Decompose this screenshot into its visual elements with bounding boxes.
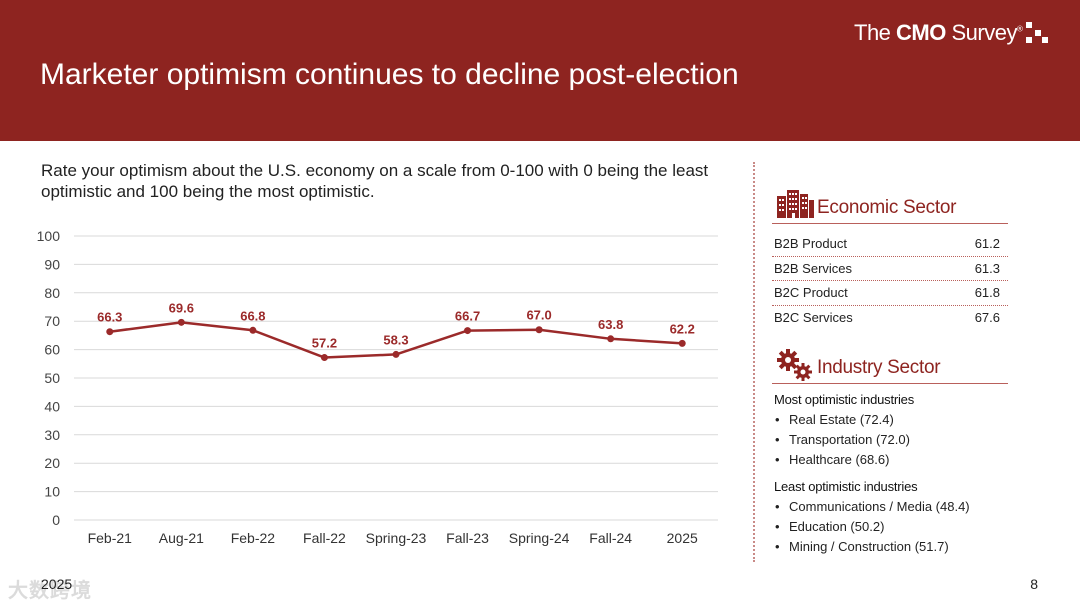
list-item: Communications / Media (48.4) [772,499,1008,519]
most-optimistic-title: Most optimistic industries [774,392,915,407]
logo-suffix: Survey [945,20,1017,45]
table-row: B2C Product 61.8 [772,281,1008,306]
sector-panel: Economic Sector B2B Product 61.2 B2B Serv… [772,184,1008,559]
data-point [392,350,400,358]
economic-sector-table: B2B Product 61.2 B2B Services 61.3 B2C Pro… [772,232,1008,330]
panel-divider [753,162,755,562]
industry-sector-header: Industry Sector [772,344,1008,384]
industry-lists: Most optimistic industries Real Estate (… [772,392,1008,559]
table-row: B2B Services 61.3 [772,257,1008,281]
sector-value: 61.8 [974,285,1000,301]
sector-label: B2C Services [774,310,853,326]
sector-value: 61.3 [974,260,1000,276]
y-tick-label: 80 [44,285,60,301]
logo-bold: CMO [896,20,946,45]
optimism-line-chart: 0 10 20 30 40 50 60 70 80 90 100 Feb-21 Aug-21 Feb-22… [37,228,718,546]
data-label: 69.6 [169,300,194,315]
y-tick-label: 100 [37,228,61,244]
sector-label: B2C Product [774,285,848,301]
y-tick-label: 20 [44,455,60,471]
gears-icon [777,349,812,381]
x-tick-label: Spring-24 [509,530,570,546]
x-tick-label: Spring-23 [366,530,427,546]
list-item: Healthcare (68.6) [772,452,1008,472]
data-point [607,335,615,343]
page-number: 8 [1030,576,1038,592]
economic-sector-heading: Economic Sector [817,197,957,218]
sector-value: 61.2 [974,236,1000,252]
x-tick-label: 2025 [667,530,698,546]
data-label: 57.2 [312,336,337,351]
x-tick-label: Fall-24 [589,530,632,546]
data-point [106,328,114,336]
logo-square-icon [1026,22,1032,28]
data-point [249,326,257,334]
y-tick-label: 30 [44,427,60,443]
list-item: Mining / Construction (51.7) [772,539,1008,559]
data-point [320,354,328,362]
data-label: 66.8 [240,308,265,323]
y-tick-label: 0 [52,512,60,528]
least-optimistic-title: Least optimistic industries [774,479,918,495]
list-item: Education (50.2) [772,519,1008,539]
data-point [535,326,543,334]
industry-sector-heading: Industry Sector [817,357,941,378]
table-row: B2B Product 61.2 [772,232,1008,257]
data-point [678,339,686,347]
logo-square-icon [1042,37,1048,43]
sector-label: B2B Product [774,236,847,252]
x-tick-label: Fall-22 [303,530,346,546]
data-label: 62.2 [670,321,695,336]
data-point [464,327,472,335]
y-tick-label: 60 [44,342,60,358]
buildings-icon [777,190,814,218]
list-item: Transportation (72.0) [772,432,1008,452]
survey-question: Rate your optimism about the U.S. econom… [41,161,709,201]
x-tick-label: Feb-21 [88,530,133,546]
header-banner: Marketer optimism continues to decline p… [0,0,1080,141]
logo-square-icon [1026,37,1032,43]
x-tick-label: Fall-23 [446,530,489,546]
logo-mark: ® [1016,24,1023,34]
logo-prefix: The [854,20,897,45]
sector-value: 67.6 [974,310,1000,326]
least-optimistic-list: Communications / Media (48.4) Education … [772,499,1008,558]
table-row: B2C Services 67.6 [772,306,1008,331]
data-label: 63.8 [598,317,623,332]
y-tick-label: 70 [44,313,60,329]
y-tick-label: 50 [44,370,60,386]
list-item: Real Estate (72.4) [772,412,1008,432]
x-tick-label: Aug-21 [159,530,204,546]
data-label: 58.3 [383,332,408,347]
data-label: 66.7 [455,309,480,324]
watermark: 大数跨境 [8,580,92,602]
x-tick-label: Feb-22 [231,530,276,546]
page-title: Marketer optimism continues to decline p… [40,58,739,91]
economic-sector-header: Economic Sector [772,184,1008,224]
y-tick-label: 10 [44,484,60,500]
y-tick-label: 90 [44,256,60,272]
data-label: 67.0 [526,308,551,323]
logo-square-icon [1035,30,1041,36]
sector-label: B2B Services [774,260,853,276]
data-point [177,318,185,326]
data-label: 66.3 [97,310,122,325]
logo-text: The CMO Survey® [854,20,1023,46]
most-optimistic-list: Real Estate (72.4) Transportation (72.0)… [772,412,1008,471]
y-tick-label: 40 [44,398,60,414]
cmo-survey-logo: The CMO Survey® [854,17,1054,47]
footer-year: 2025 [41,576,73,592]
